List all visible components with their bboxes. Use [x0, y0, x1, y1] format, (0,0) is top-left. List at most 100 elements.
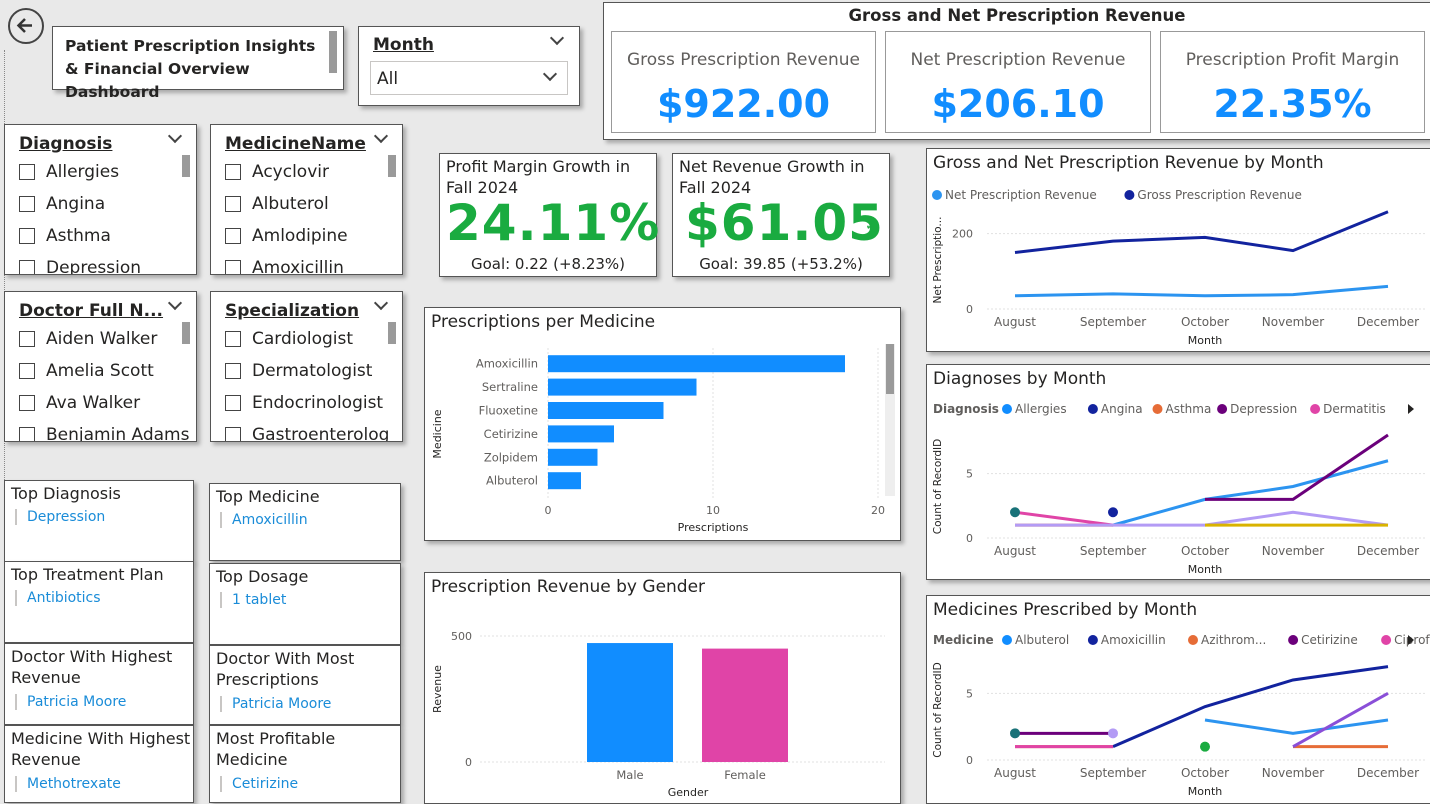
checkbox[interactable] — [225, 427, 241, 441]
checkbox[interactable] — [19, 164, 35, 180]
slicer-option[interactable]: Asthma — [19, 226, 111, 246]
slicer-option[interactable]: Acyclovir — [225, 162, 329, 182]
specialization-slicer-label: Specialization — [225, 301, 360, 321]
card-title: Most Profitable Medicine — [216, 729, 336, 769]
slicer-option[interactable]: Gastroenterolog — [225, 425, 389, 441]
x-tick-label: December — [1357, 766, 1419, 780]
slicer-option[interactable]: Amoxicillin — [225, 258, 344, 275]
x-tick-label: November — [1262, 315, 1324, 329]
y-tick-label: Fluoxetine — [479, 404, 538, 418]
slicer-scrollbar[interactable] — [388, 155, 396, 177]
legend-marker — [1002, 635, 1012, 645]
slicer-option[interactable]: Angina — [19, 194, 105, 214]
x-tick-label: 0 — [545, 504, 552, 517]
y-tick-label: 0 — [966, 754, 973, 767]
data-point — [1108, 507, 1118, 518]
slicer-option[interactable]: Amlodipine — [225, 226, 348, 246]
doctor-most-prescriptions-card: Doctor With Most Prescriptions Patricia … — [209, 645, 401, 725]
legend-marker — [1381, 635, 1392, 645]
y-tick-label: 200 — [952, 228, 973, 241]
slicer-option[interactable]: Albuterol — [225, 194, 329, 214]
slicer-option-label: Amoxicillin — [252, 258, 344, 275]
most-profitable-medicine-card: Most Profitable Medicine Cetirizine — [209, 725, 401, 803]
slicer-scrollbar[interactable] — [388, 322, 396, 344]
card-title: Top Medicine — [216, 487, 320, 506]
checkbox[interactable] — [19, 363, 35, 379]
checkbox[interactable] — [19, 196, 35, 212]
checkbox[interactable] — [19, 395, 35, 411]
x-tick-label: December — [1357, 544, 1419, 558]
y-axis-title: Revenue — [431, 665, 444, 713]
checkbox[interactable] — [19, 228, 35, 244]
bar-sertraline — [548, 378, 697, 396]
diagnosis-slicer: Diagnosis Allergies Angina Asthma Depres… — [4, 124, 197, 275]
checkbox[interactable] — [19, 427, 35, 441]
checkbox[interactable] — [19, 260, 35, 274]
medicine-slicer-label: MedicineName — [225, 134, 366, 154]
slicer-scrollbar[interactable] — [182, 322, 190, 344]
checkbox[interactable] — [19, 331, 35, 347]
x-axis-title: Gender — [668, 786, 709, 799]
slicer-option-label: Acyclovir — [252, 162, 329, 182]
card-value: Antibiotics — [15, 590, 101, 606]
slicer-option[interactable]: Ava Walker — [19, 393, 140, 413]
kpi-label: Gross Prescription Revenue — [626, 50, 861, 70]
kpi-card-gross-revenue: Gross Prescription Revenue $922.00 — [611, 31, 876, 133]
series-line-net-prescription-revenue — [1014, 284, 1389, 298]
month-dropdown[interactable]: All — [370, 61, 568, 95]
chevron-down-icon[interactable] — [373, 128, 389, 144]
checkbox[interactable] — [225, 196, 241, 212]
slicer-option-label: Angina — [46, 194, 106, 214]
slicer-option[interactable]: Endocrinologist — [225, 393, 383, 413]
bar-zolpidem — [548, 448, 598, 466]
checkbox[interactable] — [225, 363, 241, 379]
check-icon: ✓ — [638, 218, 650, 234]
x-tick-label: November — [1262, 766, 1324, 780]
chart-title: Prescriptions per Medicine — [431, 312, 656, 332]
slicer-option[interactable]: Benjamin Adams — [19, 425, 190, 442]
chevron-down-icon[interactable] — [167, 128, 183, 144]
y-axis-title: Count of RecordID — [932, 662, 944, 757]
chart-scrollbar[interactable] — [885, 344, 895, 496]
bar-fluoxetine — [548, 402, 664, 419]
card-title: Top Dosage — [216, 567, 309, 586]
scrollbar-thumb[interactable] — [886, 344, 894, 394]
kpi-value: $206.10 — [931, 82, 1105, 126]
legend-item: Net Prescription Revenue — [945, 188, 1097, 202]
legend-item: Allergies — [1015, 402, 1067, 416]
title-scrollbar[interactable] — [329, 31, 337, 73]
slicer-option-label: Benjamin Adams — [46, 425, 190, 442]
slicer-option[interactable]: Allergies — [19, 162, 119, 182]
card-title: Medicine With Highest Revenue — [11, 729, 191, 769]
back-button[interactable] — [8, 8, 44, 44]
checkbox[interactable] — [225, 331, 241, 347]
slicer-option[interactable]: Cardiologist — [225, 329, 353, 349]
dashboard-title-card: Patient Prescription Insights & Financia… — [52, 26, 344, 101]
slicer-option[interactable]: Depression — [19, 258, 141, 274]
x-axis-title: Month — [1188, 563, 1223, 576]
card-title: Doctor With Most Prescriptions — [216, 649, 355, 689]
x-tick-label: August — [994, 315, 1036, 329]
x-tick-label: August — [994, 544, 1036, 558]
card-value: Methotrexate — [15, 776, 121, 792]
slicer-option[interactable]: Amelia Scott — [19, 361, 154, 381]
top-treatment-card: Top Treatment Plan Antibiotics — [4, 561, 194, 643]
y-tick-label: 0 — [966, 532, 973, 545]
checkbox[interactable] — [225, 228, 241, 244]
checkbox[interactable] — [225, 260, 241, 274]
checkbox[interactable] — [225, 164, 241, 180]
chevron-down-icon[interactable] — [549, 30, 565, 46]
checkbox[interactable] — [225, 395, 241, 411]
page-title: Patient Prescription Insights & Financia… — [65, 37, 316, 101]
slicer-option[interactable]: Aiden Walker — [19, 329, 157, 349]
data-point — [1108, 728, 1118, 739]
month-slicer-label: Month — [373, 35, 434, 55]
slicer-scrollbar[interactable] — [182, 155, 190, 177]
chevron-down-icon[interactable] — [373, 295, 389, 311]
series-line-unlabeled — [1292, 692, 1389, 748]
x-tick-label: December — [1357, 315, 1419, 329]
arrow-left-icon — [16, 18, 32, 33]
chart-title: Medicines Prescribed by Month — [933, 600, 1198, 620]
chevron-down-icon[interactable] — [167, 295, 183, 311]
slicer-option[interactable]: Dermatologist — [225, 361, 372, 381]
